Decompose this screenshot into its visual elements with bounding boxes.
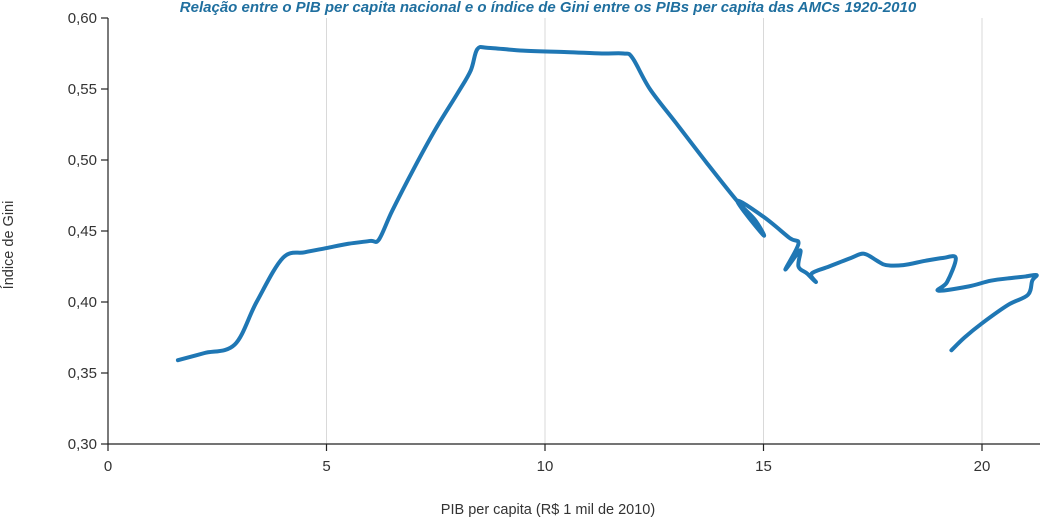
x-tick-label: 0	[104, 458, 112, 475]
x-axis-label: PIB per capita (R$ 1 mil de 2010)	[441, 502, 655, 518]
x-tick-label: 20	[974, 458, 991, 475]
y-tick-label: 0,35	[68, 365, 97, 382]
labels-layer: Relação entre o PIB per capita nacional …	[0, 0, 917, 518]
x-tick-label: 15	[755, 458, 772, 475]
gini-series-line	[175, 45, 1039, 363]
y-tick-label: 0,60	[68, 10, 97, 27]
y-tick-label: 0,45	[68, 223, 97, 240]
x-tick-label: 10	[537, 458, 554, 475]
y-tick-label: 0,30	[68, 436, 97, 453]
y-tick-label: 0,40	[68, 294, 97, 311]
chart-title: Relação entre o PIB per capita nacional …	[180, 0, 917, 16]
x-tick-label: 5	[322, 458, 330, 475]
y-tick-label: 0,50	[68, 152, 97, 169]
y-tick-label: 0,55	[68, 81, 97, 98]
axes: 0,30 0,35 0,40 0,45 0,50 0,55 0,60 0 5 10 15 20	[68, 10, 1040, 475]
series-layer	[175, 45, 1039, 363]
gridlines	[326, 18, 983, 444]
y-axis-label: Índice de Gini	[0, 201, 17, 290]
